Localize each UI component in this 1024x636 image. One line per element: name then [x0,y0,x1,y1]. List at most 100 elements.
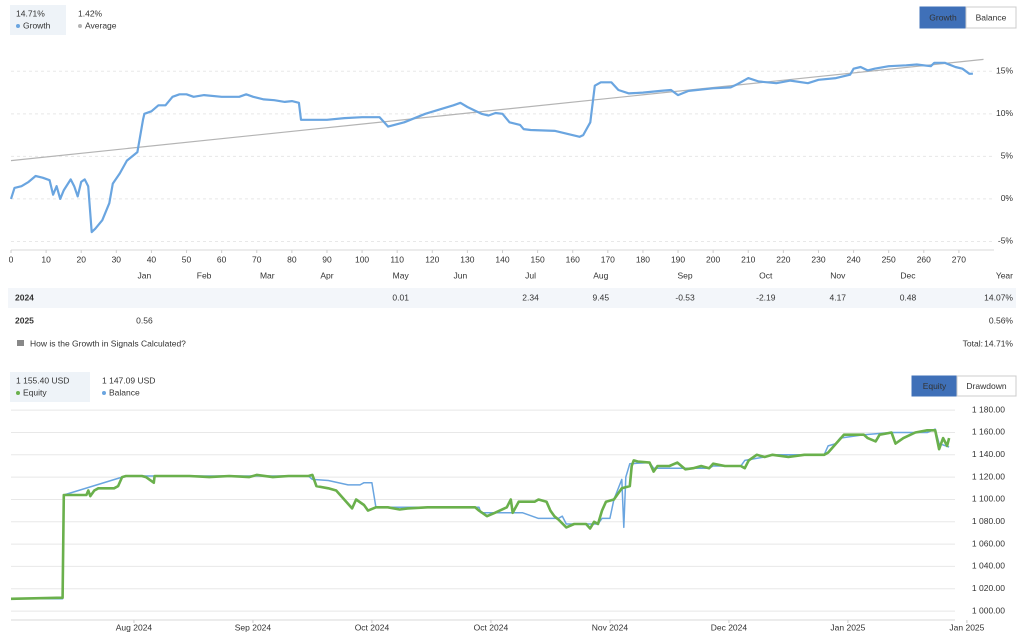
x-tick-label: 250 [882,254,896,264]
x-tick-label: 80 [287,254,297,264]
tab-label[interactable]: Drawdown [966,381,1006,391]
month-label: Apr [320,270,333,280]
link-icon [17,340,24,346]
month-label: Sep [677,270,692,280]
y-tick-label: 1 000.00 [972,605,1005,615]
month-label: Nov [830,270,846,280]
row-year: 2024 [15,292,34,302]
x-tick-label: 130 [460,254,474,264]
x-tick-label: 160 [566,254,580,264]
stat-box [10,5,66,35]
x-tick-label: 260 [917,254,931,264]
x-tick-label: 190 [671,254,685,264]
row-total: 0.56% [989,315,1014,325]
series-line [10,58,984,162]
legend-dot [16,391,20,395]
x-tick-label: 140 [495,254,509,264]
series-line [9,61,973,234]
x-tick-label: Sep 2024 [235,622,272,632]
month-label: Feb [197,270,212,280]
x-tick-label: 110 [390,254,404,264]
tab-label[interactable]: Equity [923,381,947,391]
year-header: Year [996,270,1013,280]
y-tick-label: 5% [1001,151,1014,161]
row-bg [8,288,1016,308]
x-tick-label: 90 [322,254,332,264]
help-link[interactable]: How is the Growth in Signals Calculated? [30,338,186,348]
stat-label: Equity [23,387,47,397]
y-tick-label: 1 180.00 [972,404,1005,414]
stat-label: Growth [23,20,51,30]
tab-label[interactable]: Balance [976,12,1007,22]
month-cell: 4.17 [829,292,846,302]
month-label: Aug [593,270,608,280]
x-tick-label: 120 [425,254,439,264]
tab-label[interactable]: Growth [929,12,957,22]
x-tick-label: 230 [811,254,825,264]
stat-box [10,372,90,402]
y-tick-label: 1 020.00 [972,583,1005,593]
tab[interactable] [956,375,1017,397]
y-tick-label: 0% [1001,193,1014,203]
x-tick-label: 170 [601,254,615,264]
y-tick-label: 1 040.00 [972,561,1005,571]
x-tick-label: Dec 2024 [711,622,748,632]
row-total: 14.07% [984,292,1013,302]
month-label: Mar [260,270,275,280]
y-tick-label: -5% [998,236,1014,246]
x-tick-label: 30 [112,254,122,264]
month-cell: 0.48 [900,292,917,302]
x-tick-label: Oct 2024 [474,622,509,632]
x-tick-label: Jan 2025 [949,622,984,632]
x-tick-label: 200 [706,254,720,264]
y-tick-label: 1 140.00 [972,449,1005,459]
x-tick-label: 270 [952,254,966,264]
x-tick-label: Aug 2024 [116,622,153,632]
y-tick-label: 1 080.00 [972,516,1005,526]
y-tick-label: 15% [996,66,1013,76]
row-year: 2025 [15,315,34,325]
series-line [10,429,951,601]
stat-label: Average [85,20,117,30]
x-tick-label: 50 [182,254,192,264]
stat-value: 14.71% [16,8,45,18]
y-tick-label: 1 160.00 [972,427,1005,437]
month-label: Jul [525,270,536,280]
total-value: 14.71% [984,338,1013,348]
x-tick-label: 220 [776,254,790,264]
x-tick-label: 60 [217,254,227,264]
x-tick-label: 210 [741,254,755,264]
y-tick-label: 1 100.00 [972,494,1005,504]
stat-value: 1 155.40 USD [16,375,69,385]
x-tick-label: 40 [147,254,157,264]
legend-dot [102,391,106,395]
month-label: May [393,270,410,280]
stat-label: Balance [109,387,140,397]
y-tick-label: 1 120.00 [972,471,1005,481]
month-label: Oct [759,270,773,280]
month-cell: -0.53 [675,292,695,302]
x-tick-label: Oct 2024 [355,622,390,632]
month-cell: 0.01 [392,292,409,302]
x-tick-label: 20 [76,254,86,264]
x-tick-label: 240 [846,254,860,264]
tab[interactable] [965,6,1017,29]
x-tick-label: 0 [9,254,14,264]
legend-dot [78,24,82,28]
month-cell: 0.56 [136,315,153,325]
month-label: Jun [454,270,468,280]
x-tick-label: 150 [531,254,545,264]
stat-value: 1 147.09 USD [102,375,155,385]
x-tick-label: Nov 2024 [592,622,629,632]
month-label: Jan [138,270,152,280]
x-tick-label: 70 [252,254,262,264]
month-cell: 9.45 [593,292,610,302]
month-cell: -2.19 [756,292,776,302]
legend-dot [16,24,20,28]
x-tick-label: Jan 2025 [830,622,865,632]
x-tick-label: 100 [355,254,369,264]
month-label: Dec [900,270,916,280]
total-label: Total: [963,338,983,348]
stat-value: 1.42% [78,8,103,18]
